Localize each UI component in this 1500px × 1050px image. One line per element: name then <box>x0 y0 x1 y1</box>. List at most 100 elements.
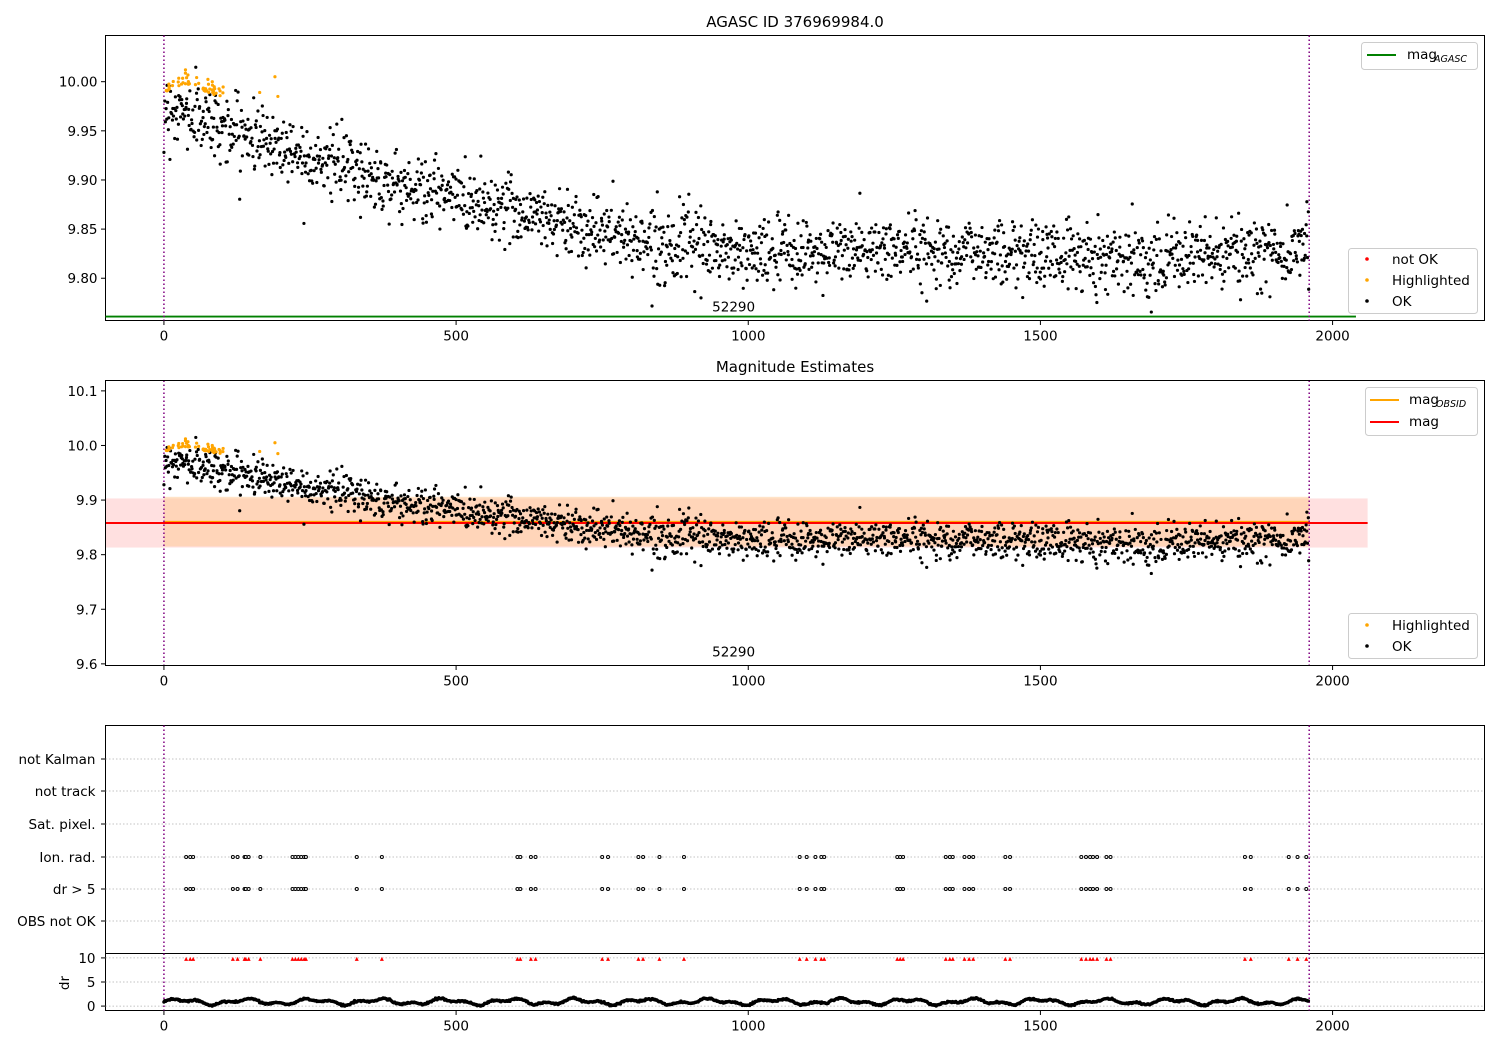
ok-point <box>637 239 641 243</box>
ok-point <box>821 562 825 566</box>
ok-point <box>1071 529 1075 533</box>
ok-point <box>901 543 905 547</box>
ok-point <box>609 515 613 519</box>
ok-point <box>1151 547 1155 551</box>
ok-point <box>630 275 634 279</box>
ok-point <box>697 236 701 241</box>
ok-point <box>561 228 565 232</box>
ok-point <box>560 222 564 226</box>
ok-point <box>303 170 308 174</box>
flag-event-dr-gt-5 <box>971 887 976 891</box>
ok-point <box>390 176 395 180</box>
ok-point <box>830 232 834 236</box>
ok-point <box>625 534 630 538</box>
highlighted-point <box>273 441 277 445</box>
ok-point <box>1252 243 1256 247</box>
ok-point <box>921 523 925 527</box>
ok-point <box>1129 261 1134 265</box>
ok-point <box>439 188 443 192</box>
ok-point <box>1098 277 1102 281</box>
ok-point <box>445 503 449 507</box>
ok-point <box>586 537 590 541</box>
ok-point <box>589 232 594 237</box>
ok-point <box>379 161 383 165</box>
ok-point <box>1160 557 1165 561</box>
ok-point <box>291 468 295 473</box>
ok-point <box>1043 274 1047 278</box>
ok-point <box>1114 547 1119 552</box>
ok-point <box>337 481 341 485</box>
dr-flag-marker <box>191 956 196 961</box>
ok-point <box>1084 242 1089 246</box>
ok-point <box>963 524 968 529</box>
ok-point <box>851 536 856 540</box>
ok-point <box>1293 250 1297 255</box>
ok-point <box>519 235 523 239</box>
ok-point <box>570 235 574 239</box>
ok-point <box>1204 555 1208 559</box>
ok-point <box>652 214 656 219</box>
ok-point <box>334 180 338 184</box>
ok-point <box>715 250 719 254</box>
ok-point <box>456 493 460 497</box>
ok-point <box>1044 524 1048 528</box>
ok-point <box>284 485 288 490</box>
ok-point <box>1225 256 1229 260</box>
ok-point <box>519 530 523 534</box>
ok-point <box>418 183 423 187</box>
ok-point <box>347 170 351 174</box>
ok-point <box>784 526 788 530</box>
ok-point <box>1196 551 1200 556</box>
ok-point <box>414 500 418 505</box>
ok-point <box>1247 261 1251 265</box>
ok-point <box>976 254 980 258</box>
flag-event-ion-rad <box>822 855 827 859</box>
ok-point <box>1257 540 1261 545</box>
ok-point <box>534 200 539 205</box>
ok-point <box>271 161 276 165</box>
ok-point <box>720 259 724 263</box>
ok-point <box>1082 238 1086 242</box>
ok-point <box>596 233 600 237</box>
ok-point <box>332 160 336 164</box>
ok-point <box>441 178 445 182</box>
ok-point <box>1009 250 1013 254</box>
ok-point <box>571 221 575 226</box>
ok-point <box>528 192 532 196</box>
ok-point <box>291 125 295 129</box>
flag-event-ion-rad <box>901 855 906 859</box>
ok-point <box>1253 542 1257 546</box>
ok-point <box>1111 533 1115 537</box>
ok-point <box>218 489 222 493</box>
ok-point <box>442 515 446 519</box>
ok-point <box>1195 538 1200 542</box>
ok-point <box>1210 251 1214 255</box>
ok-point <box>795 267 799 271</box>
ok-point <box>970 530 974 534</box>
ok-point <box>681 512 686 516</box>
ok-point <box>1267 523 1271 527</box>
ok-point <box>607 220 611 224</box>
ok-point <box>1078 549 1082 553</box>
ok-point <box>254 119 258 123</box>
ok-point <box>325 163 329 167</box>
ok-point <box>1021 563 1025 567</box>
ok-point <box>485 209 489 214</box>
ok-point <box>298 154 302 159</box>
ok-point <box>1055 230 1059 234</box>
ok-point <box>681 537 685 541</box>
dr-flag-marker <box>246 956 251 961</box>
ok-point <box>420 489 424 493</box>
ok-point <box>1010 247 1014 251</box>
ok-point <box>990 241 994 245</box>
ok-point <box>1196 532 1200 536</box>
ok-point <box>245 135 249 139</box>
ok-point <box>269 475 273 479</box>
ok-point <box>559 514 564 518</box>
ok-point <box>319 170 323 174</box>
ok-point <box>870 248 874 252</box>
ok-point <box>180 98 184 102</box>
ok-point <box>1178 241 1182 245</box>
ok-point <box>934 287 938 291</box>
highlighted-point <box>186 73 190 77</box>
